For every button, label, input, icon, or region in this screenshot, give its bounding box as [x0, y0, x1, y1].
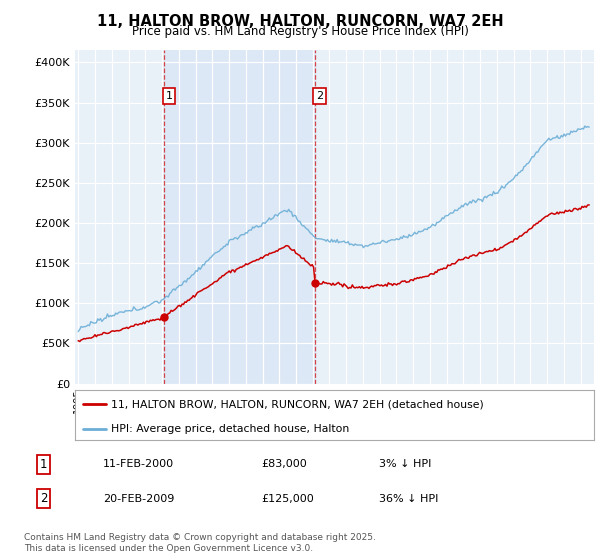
Text: 2: 2 [316, 91, 323, 101]
Text: 1: 1 [40, 458, 47, 470]
Point [310, 279, 320, 288]
Text: £83,000: £83,000 [261, 459, 307, 469]
Bar [164, 50, 315, 384]
Text: 20-FEB-2009: 20-FEB-2009 [103, 494, 175, 504]
Text: 11, HALTON BROW, HALTON, RUNCORN, WA7 2EH: 11, HALTON BROW, HALTON, RUNCORN, WA7 2E… [97, 14, 503, 29]
Text: Contains HM Land Registry data © Crown copyright and database right 2025.
This d: Contains HM Land Registry data © Crown c… [24, 533, 376, 553]
Text: Price paid vs. HM Land Registry's House Price Index (HPI): Price paid vs. HM Land Registry's House … [131, 25, 469, 38]
Text: HPI: Average price, detached house, Halton: HPI: Average price, detached house, Halt… [112, 424, 350, 434]
Text: 2: 2 [40, 492, 47, 505]
Text: 11, HALTON BROW, HALTON, RUNCORN, WA7 2EH (detached house): 11, HALTON BROW, HALTON, RUNCORN, WA7 2E… [112, 399, 484, 409]
Text: 11-FEB-2000: 11-FEB-2000 [103, 459, 174, 469]
Point [160, 312, 169, 321]
Text: 36% ↓ HPI: 36% ↓ HPI [379, 494, 439, 504]
Text: £125,000: £125,000 [261, 494, 314, 504]
Text: 3% ↓ HPI: 3% ↓ HPI [379, 459, 431, 469]
Text: 1: 1 [166, 91, 173, 101]
